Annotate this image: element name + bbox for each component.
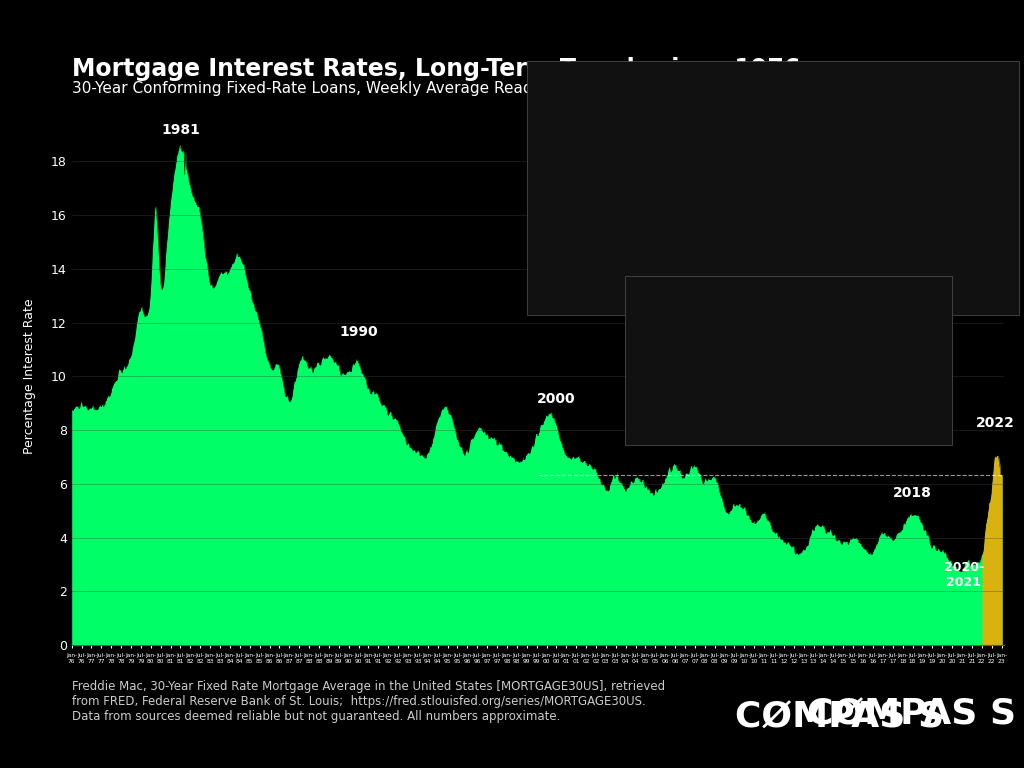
Text: January 12, 2023: January 12, 2023 — [650, 282, 783, 296]
Text: 2018: 2018 — [893, 486, 932, 500]
Text: 2006-2008: 2006-2008 — [643, 411, 727, 425]
Text: Per Freddie Mac (FHLMC), in 2022 the   weekly,
average, 30-year interest rate cl: Per Freddie Mac (FHLMC), in 2022 the wee… — [548, 92, 856, 180]
Text: 1981: 1981 — [161, 124, 200, 137]
Text: 15-Year Fixed: 15-Year Fixed — [645, 392, 751, 406]
Text: CØMPAS S: CØMPAS S — [807, 697, 1016, 731]
Text: Percentage Interest Rate: Percentage Interest Rate — [24, 299, 36, 454]
Text: 2022: 2022 — [976, 416, 1015, 430]
Text: 5.52%: 5.52% — [822, 392, 870, 406]
Text: 30-Year Conforming Fixed-Rate Loans, Weekly Average Readings: 30-Year Conforming Fixed-Rate Loans, Wee… — [72, 81, 564, 96]
Text: Weekly Average Rates: Weekly Average Rates — [633, 330, 801, 343]
Text: 2020-
2021: 2020- 2021 — [944, 561, 984, 589]
Text: 6.33%: 6.33% — [822, 361, 870, 375]
Text: Freddie Mac, 30-Year Fixed Rate Mortgage Average in the United States [MORTGAGE3: Freddie Mac, 30-Year Fixed Rate Mortgage… — [72, 680, 665, 723]
Text: 2000: 2000 — [537, 392, 575, 406]
Text: 1990: 1990 — [339, 325, 378, 339]
Text: CØMPAS S: CØMPAS S — [735, 701, 944, 735]
Text: 30-Year Fixed: 30-Year Fixed — [645, 361, 751, 375]
Text: Mortgage Interest Rates, Long-Term Trends since 1976: Mortgage Interest Rates, Long-Term Trend… — [72, 57, 800, 81]
